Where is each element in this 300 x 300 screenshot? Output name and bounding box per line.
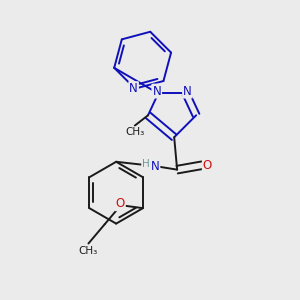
Text: N: N (183, 85, 192, 98)
Text: H: H (142, 159, 149, 169)
Text: CH₃: CH₃ (125, 127, 144, 137)
Text: CH₃: CH₃ (79, 246, 98, 256)
Text: N: N (151, 160, 159, 172)
Text: N: N (129, 82, 138, 95)
Text: O: O (203, 159, 212, 172)
Text: N: N (152, 85, 161, 98)
Text: O: O (116, 197, 125, 210)
